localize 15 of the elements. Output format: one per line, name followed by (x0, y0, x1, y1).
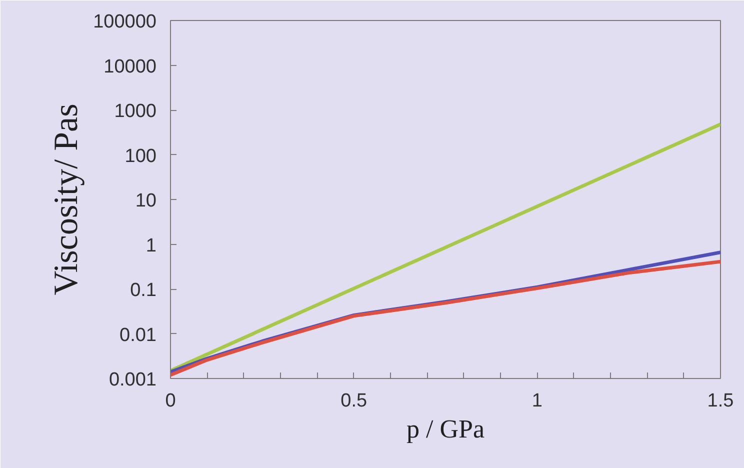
y-tick-label: 100 (124, 146, 156, 167)
y-tick-label: 0.1 (130, 280, 157, 301)
y-tick-label: 100000 (93, 12, 157, 32)
y-tick-label: 1 (146, 235, 157, 256)
x-tick-label: 1.5 (707, 390, 734, 412)
x-tick-label: 0 (165, 390, 176, 412)
y-tick-label: 1000 (114, 101, 157, 122)
y-tick-label: 0.01 (120, 324, 157, 346)
y-axis-title: Viscosity/ Pas (48, 104, 86, 296)
x-axis-title: p / GPa (406, 414, 485, 444)
x-tick-label: 1 (532, 390, 542, 412)
y-tick-label: 10000 (104, 56, 157, 78)
y-tick-label: 10 (135, 190, 157, 212)
x-tick-label: 0.5 (340, 390, 368, 412)
y-tick-label: 0.001 (108, 370, 156, 390)
